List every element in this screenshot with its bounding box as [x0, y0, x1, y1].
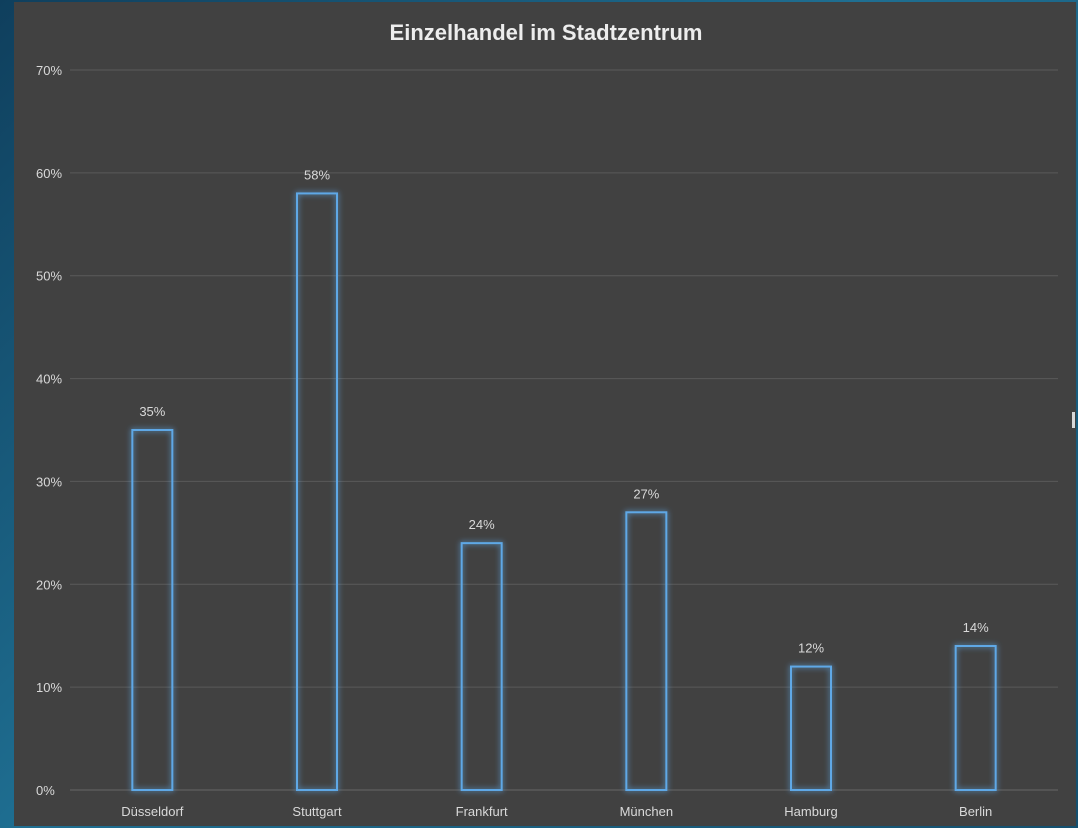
y-tick-label: 10%	[36, 680, 62, 695]
y-tick-label: 60%	[36, 166, 62, 181]
data-labels: 35% 58% 24% 27% 12% 14%	[139, 167, 989, 655]
x-tick-label: München	[620, 804, 673, 819]
bar	[954, 645, 997, 791]
data-label: 14%	[963, 620, 989, 635]
y-axis-tick-labels: 0% 10% 20% 30% 40% 50% 60% 70%	[36, 63, 62, 798]
x-tick-label: Berlin	[959, 804, 992, 819]
x-tick-label: Hamburg	[784, 804, 837, 819]
bar	[625, 511, 668, 791]
x-tick-label: Frankfurt	[456, 804, 508, 819]
bars	[131, 192, 997, 792]
data-label: 58%	[304, 167, 330, 182]
bar	[790, 665, 832, 791]
x-tick-label: Stuttgart	[292, 804, 342, 819]
bar	[296, 192, 338, 791]
y-tick-label: 50%	[36, 269, 62, 284]
data-label: 27%	[633, 486, 659, 501]
chart-title: Einzelhandel im Stadtzentrum	[390, 20, 703, 45]
data-label: 24%	[469, 517, 495, 532]
x-tick-label: Düsseldorf	[121, 804, 184, 819]
x-axis-tick-labels: Düsseldorf Stuttgart Frankfurt München Hambu…	[121, 804, 992, 819]
y-tick-label: 20%	[36, 577, 62, 592]
y-tick-label: 0%	[36, 783, 55, 798]
data-label: 12%	[798, 641, 824, 656]
data-label: 35%	[139, 404, 165, 419]
edge-marker	[1072, 412, 1075, 428]
y-tick-label: 30%	[36, 474, 62, 489]
y-tick-label: 70%	[36, 63, 62, 78]
bar	[131, 429, 174, 791]
bar	[460, 542, 503, 792]
y-tick-label: 40%	[36, 372, 62, 387]
gridlines	[70, 69, 1058, 791]
plot-area	[14, 2, 1076, 826]
